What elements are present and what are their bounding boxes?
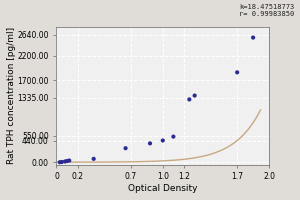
Point bbox=[171, 135, 176, 138]
Point bbox=[160, 139, 165, 142]
Point bbox=[251, 36, 256, 39]
Point bbox=[148, 142, 152, 145]
Y-axis label: Rat TPH concentration [pg/ml]: Rat TPH concentration [pg/ml] bbox=[7, 27, 16, 164]
Point bbox=[123, 147, 128, 150]
Point bbox=[235, 71, 240, 74]
Point bbox=[187, 98, 192, 101]
Point bbox=[91, 157, 96, 160]
Point bbox=[67, 159, 72, 162]
Point bbox=[59, 160, 64, 164]
Point bbox=[65, 159, 70, 163]
Point bbox=[63, 160, 68, 163]
X-axis label: Optical Density: Optical Density bbox=[128, 184, 197, 193]
Point bbox=[192, 94, 197, 97]
Point bbox=[57, 161, 62, 164]
Text: k=18.47518773
r= 0.99983850: k=18.47518773 r= 0.99983850 bbox=[239, 4, 294, 17]
